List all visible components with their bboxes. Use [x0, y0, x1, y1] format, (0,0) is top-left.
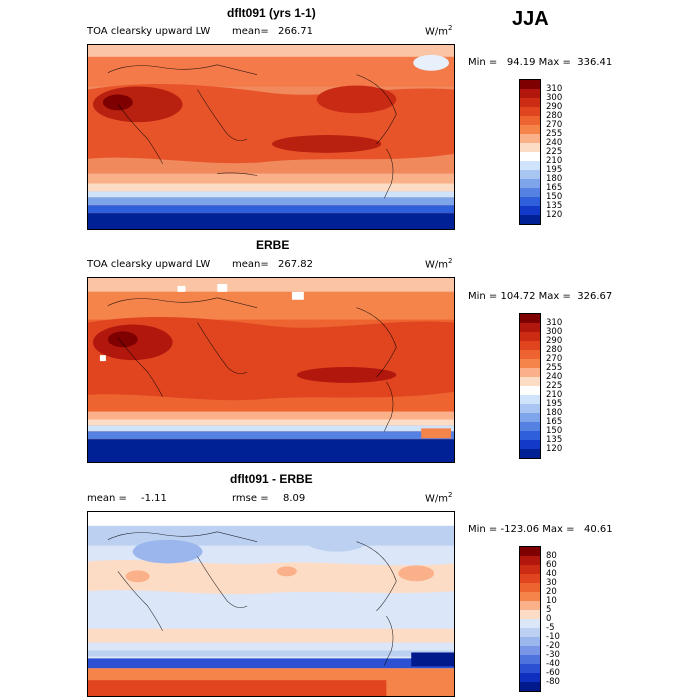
panel-1-units: W/m2	[425, 24, 453, 38]
colorbar-tick-label: 290	[546, 336, 563, 346]
panel-2-colorbar	[519, 313, 541, 459]
colorbar-tick-label: 150	[546, 192, 563, 202]
panel-3-mean-value: -1.11	[141, 493, 167, 504]
colorbar-tick-label: 165	[546, 417, 563, 427]
panel-2-units: W/m2	[425, 257, 453, 271]
colorbar-tick-label: 310	[546, 84, 563, 94]
colorbar-tick-label: 210	[546, 156, 563, 166]
colorbar-tick-label: 135	[546, 201, 563, 211]
colorbar-tick-label: 280	[546, 345, 563, 355]
colorbar-tick-label: -10	[546, 632, 560, 642]
panel-2-minmax: Min = 104.72 Max = 326.67	[468, 291, 613, 302]
panel-3-rmse-value: 8.09	[283, 493, 306, 504]
colorbar-tick-label: 300	[546, 93, 563, 103]
colorbar-tick-label: 255	[546, 129, 563, 139]
panel-3-map	[87, 511, 455, 697]
colorbar-tick-label: 10	[546, 596, 557, 606]
panel-1-mean-value: 266.71	[278, 26, 313, 37]
colorbar-tick-label: 150	[546, 426, 563, 436]
colorbar-tick-label: 120	[546, 444, 563, 454]
panel-3-minmax: Min = -123.06 Max = 40.61	[468, 524, 613, 535]
colorbar-tick-label: 165	[546, 183, 563, 193]
colorbar-tick-label: -20	[546, 641, 560, 651]
panel-2-map	[87, 277, 455, 463]
colorbar-tick-label: 290	[546, 102, 563, 112]
panel-1-minmax: Min = 94.19 Max = 336.41	[468, 57, 613, 68]
colorbar-tick-label: 195	[546, 165, 563, 175]
panel-1-colorbar	[519, 79, 541, 225]
colorbar-tick-label: 80	[546, 551, 557, 561]
colorbar-tick-label: 300	[546, 327, 563, 337]
colorbar-tick-label: 255	[546, 363, 563, 373]
panel-3-title: dflt091 - ERBE	[230, 472, 313, 486]
panel-2-title: ERBE	[256, 238, 290, 252]
colorbar-tick-label: 120	[546, 210, 563, 220]
colorbar-tick-label: 240	[546, 138, 563, 148]
colorbar-tick-label: 310	[546, 318, 563, 328]
panel-1-variable: TOA clearsky upward LW	[87, 26, 211, 37]
colorbar-tick-label: 60	[546, 560, 557, 570]
colorbar-tick-label: 240	[546, 372, 563, 382]
colorbar-tick-label: 280	[546, 111, 563, 121]
colorbar-tick-label: 180	[546, 408, 563, 418]
colorbar-tick-label: 135	[546, 435, 563, 445]
panel-3-units: W/m2	[425, 491, 453, 505]
colorbar-tick-label: -30	[546, 650, 560, 660]
colorbar-tick-label: 195	[546, 399, 563, 409]
colorbar-tick-label: -60	[546, 668, 560, 678]
season-label: JJA	[512, 8, 549, 30]
panel-1-mean-label: mean=	[232, 26, 269, 37]
colorbar-tick-label: -5	[546, 623, 555, 633]
colorbar-tick-label: 270	[546, 354, 563, 364]
panel-3-colorbar	[519, 546, 541, 692]
colorbar-tick-label: 30	[546, 578, 557, 588]
panel-2-mean-label: mean=	[232, 259, 269, 270]
colorbar-tick-label: 225	[546, 147, 563, 157]
colorbar-tick-label: 20	[546, 587, 557, 597]
colorbar-tick-label: -80	[546, 677, 560, 687]
colorbar-tick-label: -40	[546, 659, 560, 669]
colorbar-tick-label: 270	[546, 120, 563, 130]
panel-1-title: dflt091 (yrs 1-1)	[227, 6, 316, 20]
panel-3-rmse-label: rmse =	[232, 493, 269, 504]
colorbar-tick-label: 5	[546, 605, 552, 615]
panel-1-map	[87, 44, 455, 230]
colorbar-tick-label: 40	[546, 569, 557, 579]
panel-2-variable: TOA clearsky upward LW	[87, 259, 211, 270]
panel-2-mean-value: 267.82	[278, 259, 313, 270]
colorbar-tick-label: 225	[546, 381, 563, 391]
colorbar-tick-label: 0	[546, 614, 552, 624]
colorbar-tick-label: 210	[546, 390, 563, 400]
panel-3-mean-label: mean =	[87, 493, 127, 504]
colorbar-tick-label: 180	[546, 174, 563, 184]
